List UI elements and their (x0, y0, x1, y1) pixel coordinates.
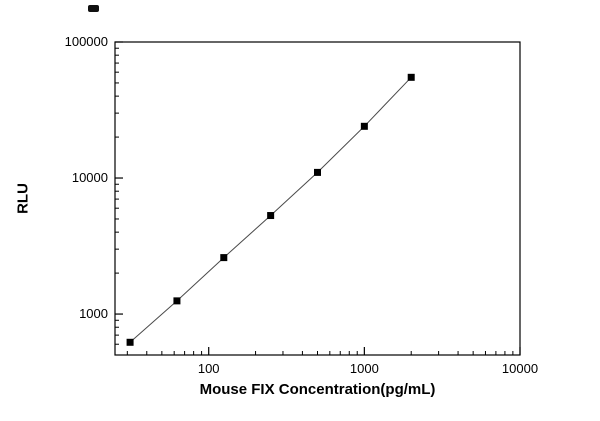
data-point-marker (126, 338, 134, 346)
x-tick-label: 100 (198, 361, 220, 376)
data-point-marker (407, 73, 415, 81)
y-tick-label: 100000 (65, 34, 108, 49)
stray-mark (88, 5, 99, 12)
x-tick-label: 1000 (350, 361, 379, 376)
data-line (129, 76, 412, 343)
plot-frame (114, 41, 521, 356)
data-point-marker (360, 122, 368, 130)
x-tick-label: 10000 (502, 361, 538, 376)
x-axis-title: Mouse FIX Concentration(pg/mL) (199, 381, 436, 398)
data-point-marker (220, 254, 228, 262)
y-tick-label: 10000 (72, 170, 108, 185)
data-point-marker (267, 212, 275, 220)
y-axis-title: RLU (14, 183, 32, 214)
data-point-marker (314, 168, 321, 176)
data-point-marker (173, 297, 181, 305)
y-tick-label: 1000 (79, 306, 108, 321)
